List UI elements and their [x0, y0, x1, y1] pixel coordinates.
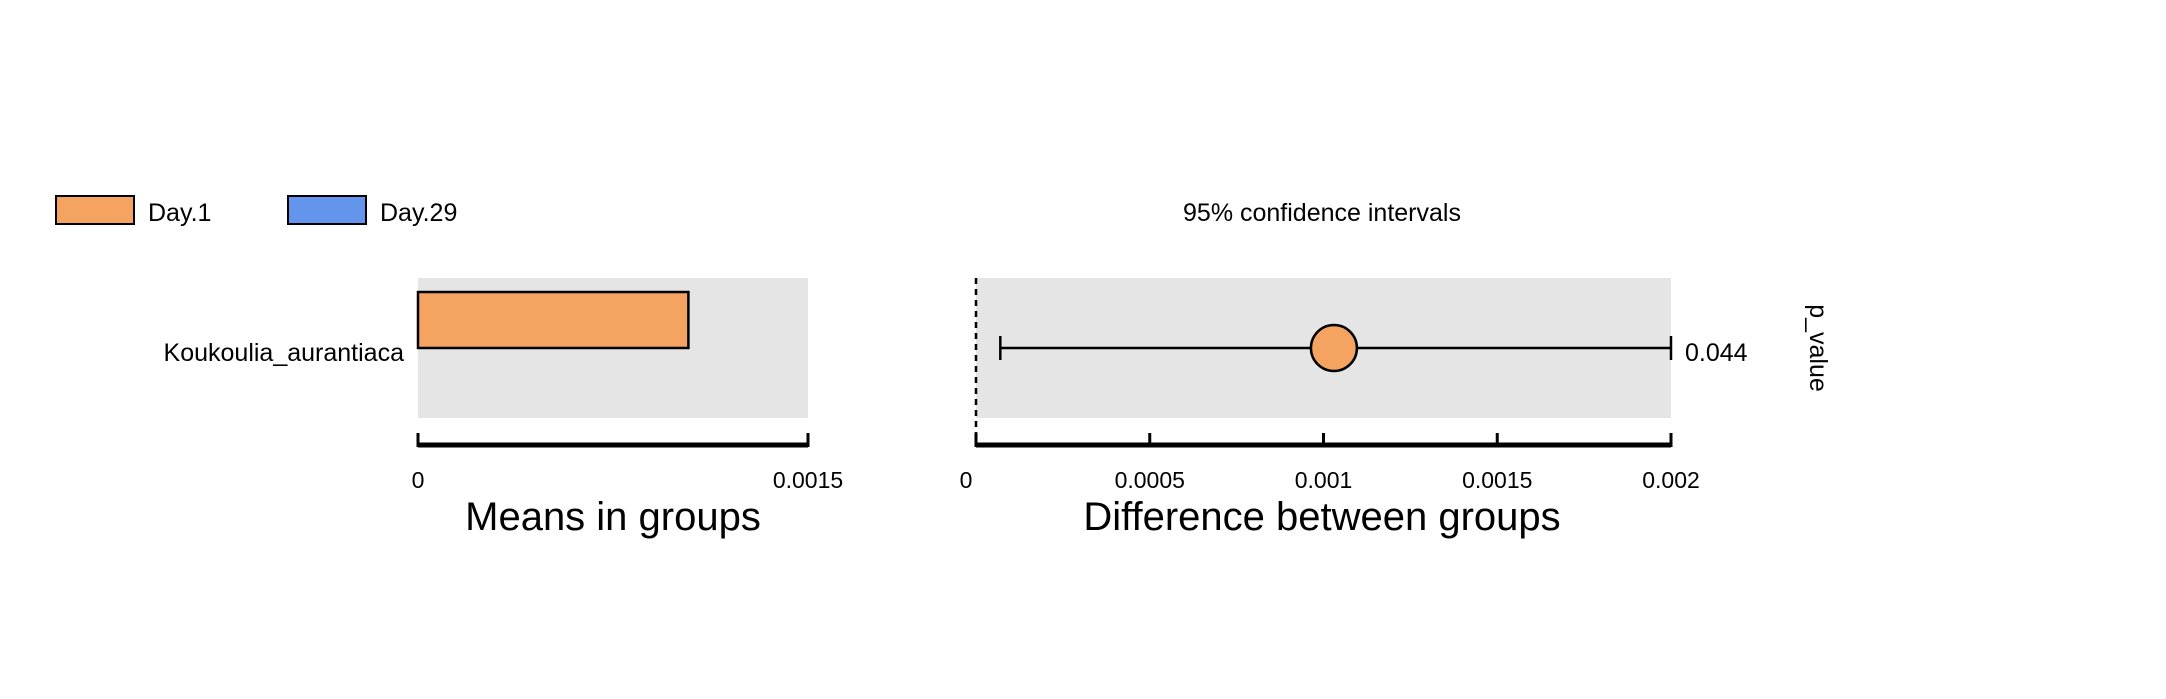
means-panel: Koukoulia_aurantiaca 0 0.0015 Means in g… — [164, 278, 843, 539]
legend-label-day1: Day.1 — [148, 199, 211, 227]
p-value-label: 0.044 — [1685, 339, 1748, 367]
legend-label-day29: Day.29 — [380, 199, 457, 227]
difference-tick-label-1: 0.0005 — [1115, 467, 1185, 493]
difference-tick-label-2: 0.001 — [1295, 467, 1353, 493]
legend: Day.1 Day.29 — [55, 195, 457, 227]
bar-day1 — [416, 290, 690, 350]
difference-x-axis-title: Difference between groups — [1083, 495, 1560, 539]
means-tick-label-0: 0 — [412, 467, 425, 493]
difference-panel: 95% confidence intervals 0.044 p_value 0… — [960, 199, 1832, 539]
difference-tick-label-4: 0.002 — [1642, 467, 1700, 493]
legend-swatch-day1 — [55, 195, 135, 225]
legend-swatch-day29 — [287, 195, 367, 225]
p-value-axis-title: p_value — [1804, 304, 1832, 392]
estimate-point — [1309, 323, 1359, 373]
difference-ticks: 0 0.0005 0.001 0.0015 0.002 — [960, 433, 1700, 493]
difference-tick-label-0: 0 — [960, 467, 973, 493]
means-x-axis-title: Means in groups — [465, 495, 761, 539]
difference-tick-label-3: 0.0015 — [1462, 467, 1532, 493]
ci-subtitle: 95% confidence intervals — [1183, 199, 1461, 227]
means-tick-label-1: 0.0015 — [773, 467, 843, 493]
category-label: Koukoulia_aurantiaca — [164, 339, 405, 367]
